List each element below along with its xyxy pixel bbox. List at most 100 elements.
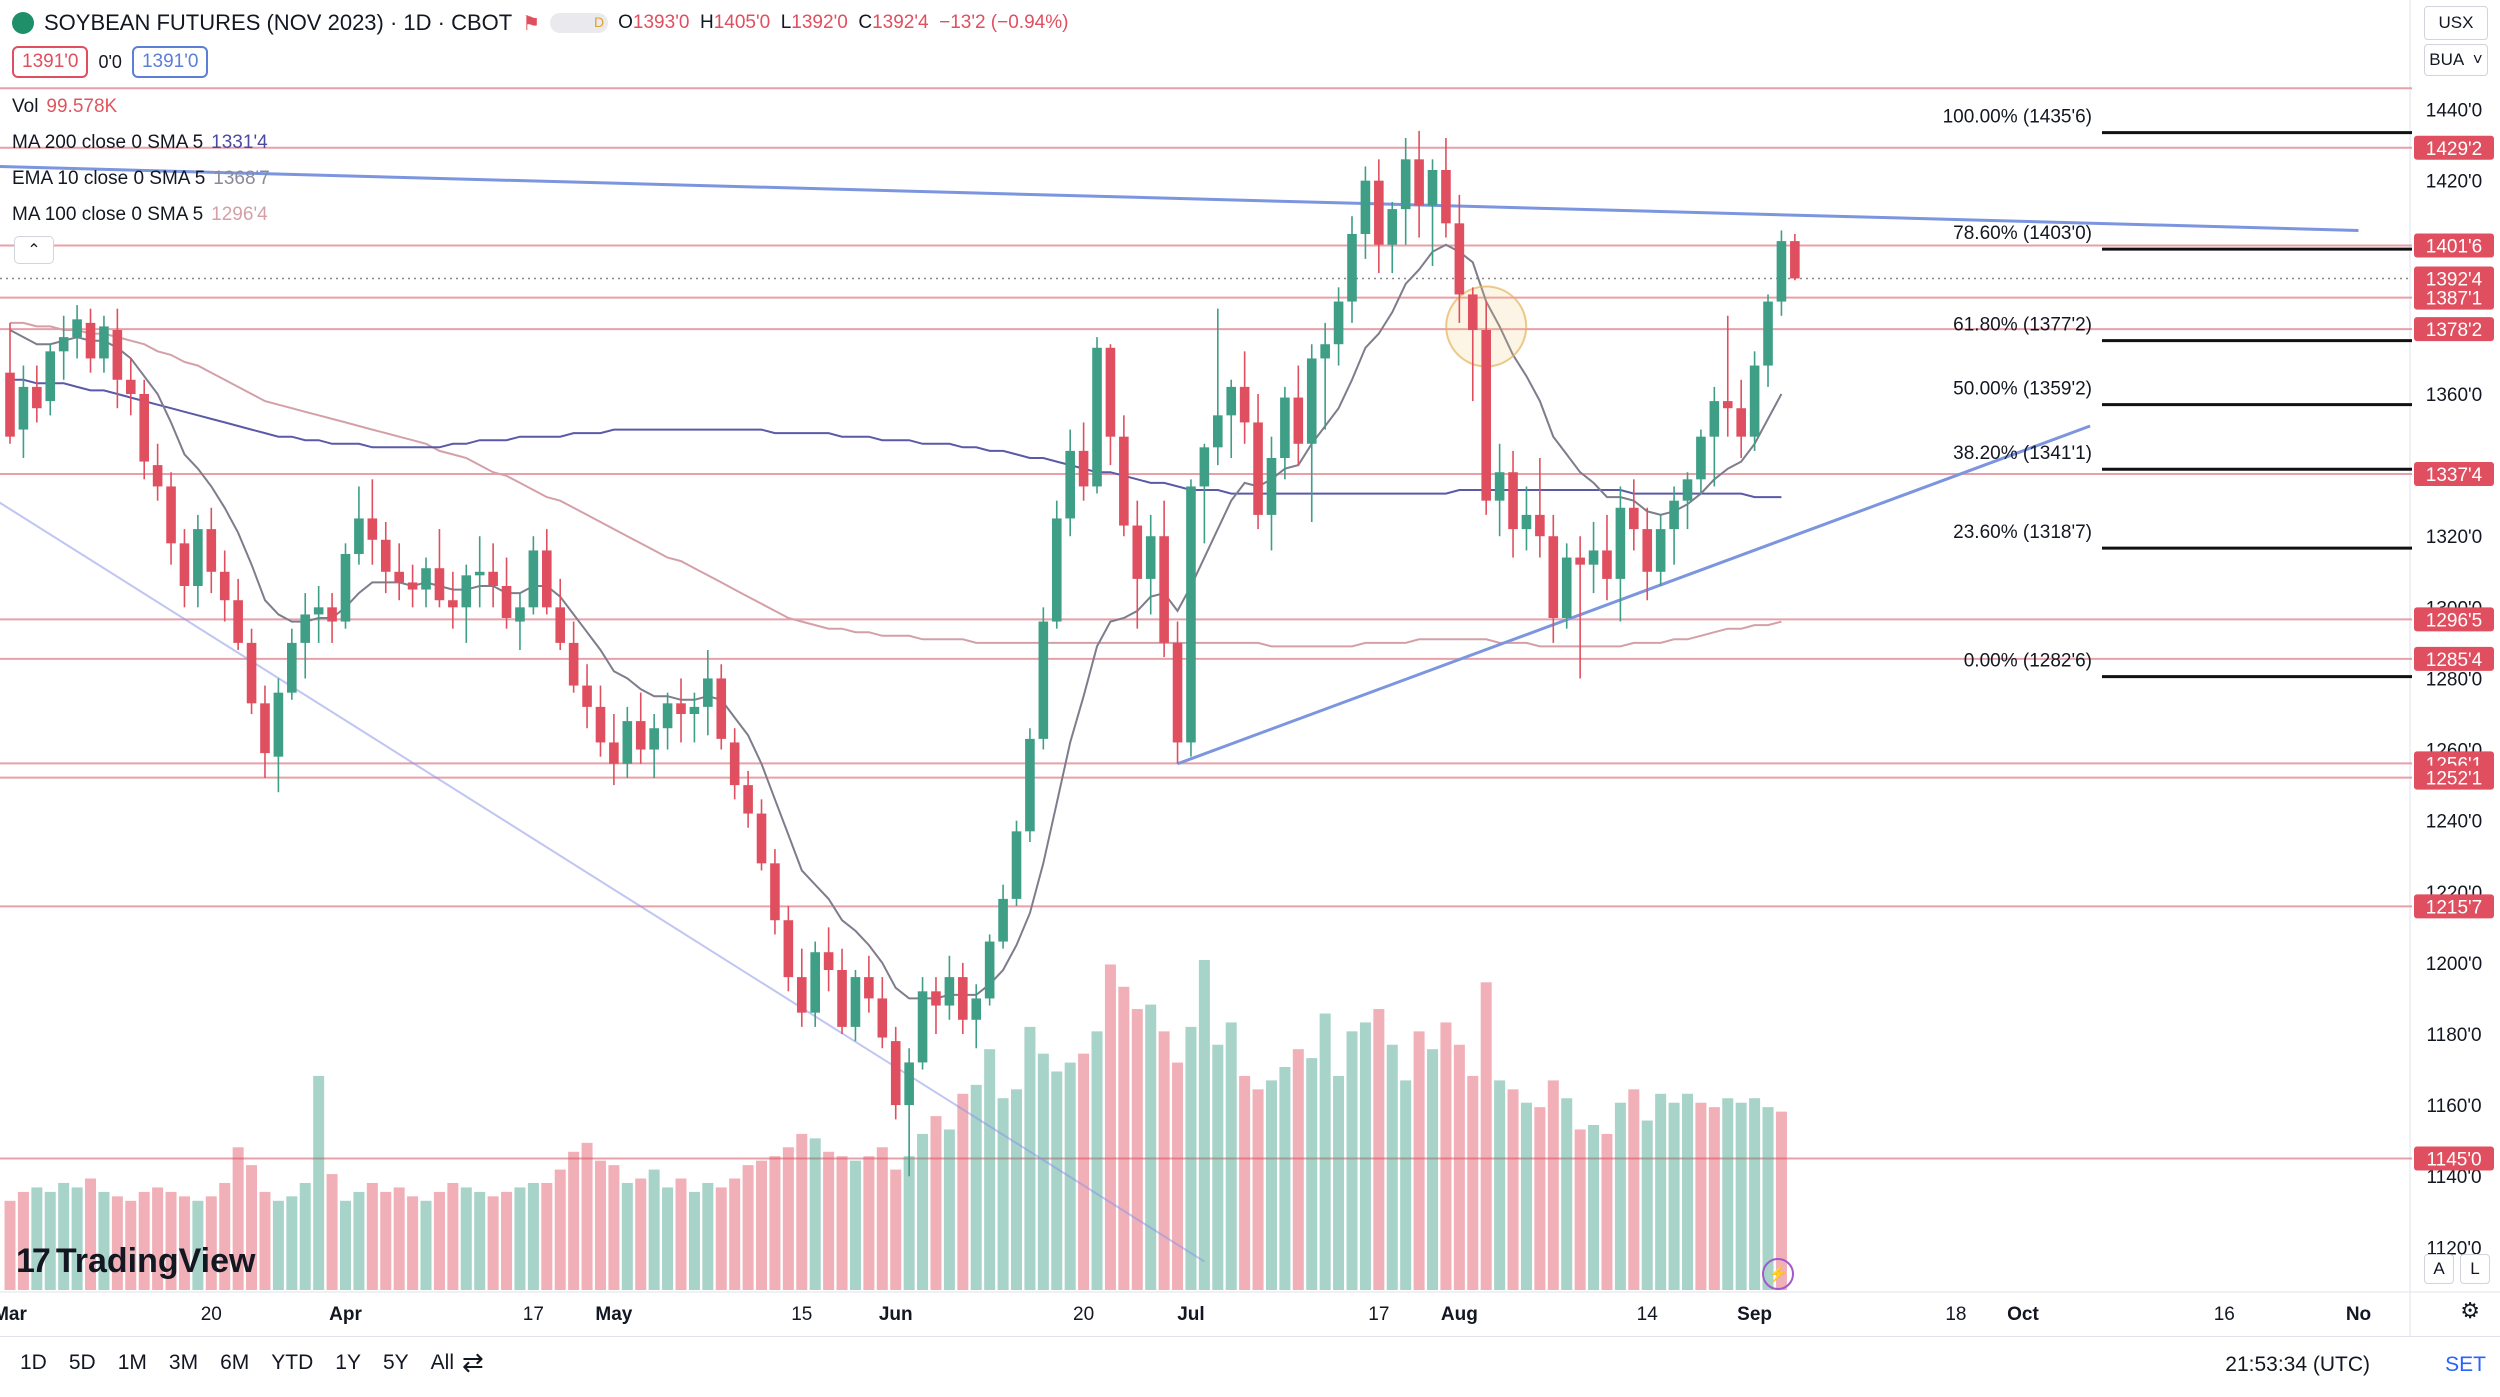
candle-body <box>58 337 69 352</box>
volume-bar <box>997 1098 1009 1290</box>
symbol-title[interactable]: SOYBEAN FUTURES (NOV 2023) · 1D · CBOT <box>44 10 513 35</box>
market-status-toggle[interactable]: D <box>550 13 609 33</box>
timeframe-button[interactable]: 1Y <box>335 1351 361 1374</box>
volume-bar <box>742 1165 754 1290</box>
timeframe-button[interactable]: YTD <box>271 1351 314 1374</box>
candle-body <box>394 571 404 583</box>
candle-body <box>515 607 525 622</box>
candle-body <box>1669 500 1679 530</box>
candle-body <box>528 550 539 608</box>
candle-body <box>488 571 498 586</box>
candle-body <box>18 386 29 430</box>
date-range-icon[interactable]: ⇄ <box>462 1347 484 1377</box>
price-label: 1215'7 <box>2426 897 2482 918</box>
candle-body <box>810 952 820 1013</box>
unit-select[interactable]: BUA ˅ <box>2424 44 2488 76</box>
timeframe-button[interactable]: 3M <box>168 1351 199 1374</box>
candle-body <box>1293 397 1304 444</box>
open-value: 1393'0 <box>632 12 690 33</box>
candle-body <box>931 991 941 1006</box>
x-tick-label: Jun <box>879 1304 913 1325</box>
candle-body <box>1199 447 1210 487</box>
volume-bar <box>514 1187 526 1290</box>
session-button[interactable]: SET <box>2445 1353 2486 1376</box>
y-tick-label: 1180'0 <box>2426 1025 2481 1046</box>
timeframe-button[interactable]: 6M <box>220 1351 250 1374</box>
close-value: 1392'4 <box>872 12 929 33</box>
indicator-legend-item[interactable]: EMA 10 close 0 SMA 5 1368'7 <box>12 168 270 190</box>
indicator-legend-item[interactable]: MA 200 close 0 SMA 5 1331'4 <box>12 132 268 154</box>
price-label-box <box>2414 233 2494 258</box>
volume-bar <box>876 1147 888 1290</box>
volume-bar <box>1467 1075 1479 1290</box>
candle-body <box>1790 241 1800 279</box>
candle-body <box>823 952 834 970</box>
candle-body <box>595 706 606 743</box>
volume-bar <box>1668 1102 1680 1290</box>
candle-body <box>1481 330 1491 501</box>
buy-button[interactable]: 1391'0 <box>131 46 209 78</box>
volume-bar <box>1695 1102 1707 1290</box>
volume-bar <box>4 1200 16 1290</box>
volume-bar <box>1306 1058 1318 1290</box>
collapse-legend-button[interactable]: ⌃ <box>14 236 54 264</box>
y-tick-label: 1140'0 <box>2426 1167 2481 1188</box>
gear-icon[interactable]: ⚙ <box>2460 1298 2480 1323</box>
candle-body <box>1655 529 1666 572</box>
candle-body <box>582 685 592 707</box>
clock[interactable]: 21:53:34 (UTC) <box>2225 1353 2370 1376</box>
auto-scale-button[interactable]: A <box>2424 1254 2454 1284</box>
volume-bar <box>205 1196 217 1290</box>
volume-bar <box>178 1196 190 1290</box>
candle-body <box>1347 234 1357 302</box>
x-tick-label: 20 <box>1073 1304 1094 1325</box>
x-tick-label: 16 <box>2214 1304 2235 1325</box>
sell-button[interactable]: 1391'0 <box>12 46 89 78</box>
lightning-icon[interactable]: ⚡ <box>1762 1258 1794 1290</box>
volume-bar <box>1104 964 1116 1290</box>
volume-bar <box>662 1187 674 1290</box>
price-label: 1378'2 <box>2426 320 2482 341</box>
price-label-box <box>2414 646 2494 671</box>
candle-body <box>99 326 109 359</box>
indicator-legend-item[interactable]: MA 100 close 0 SMA 5 1296'4 <box>12 204 268 226</box>
volume-bar <box>286 1196 298 1290</box>
flag-icon[interactable]: ⚑ <box>522 12 541 35</box>
x-tick-label: No <box>2346 1304 2371 1325</box>
candle-body <box>1400 159 1411 210</box>
volume-bar <box>1413 1031 1425 1290</box>
volume-bar <box>313 1075 325 1290</box>
volume-bar <box>1145 1004 1157 1290</box>
candle-body <box>1427 170 1438 206</box>
candle-body <box>568 642 579 686</box>
timeframe-button[interactable]: 1D <box>20 1351 47 1374</box>
candle-body <box>1051 518 1062 622</box>
candle-body <box>542 550 552 608</box>
volume-bar <box>98 1191 110 1290</box>
price-label: 1285'4 <box>2426 650 2483 671</box>
candle-body <box>1749 365 1760 437</box>
currency-select[interactable]: USX <box>2424 6 2488 40</box>
tradingview-logo[interactable]: 17 TradingView <box>16 1242 255 1281</box>
volume-bar <box>272 1200 284 1290</box>
price-label-box <box>2414 462 2494 486</box>
candle-body <box>689 706 700 714</box>
candle-body <box>5 372 15 437</box>
volume-bar <box>1333 1075 1345 1290</box>
timeframe-button[interactable]: All <box>430 1351 454 1374</box>
timeframe-button[interactable]: 5Y <box>382 1351 409 1374</box>
candle-body <box>1696 436 1706 480</box>
volume-bar <box>1359 1022 1371 1290</box>
log-scale-button[interactable]: L <box>2460 1254 2490 1284</box>
timeframe-button[interactable]: 1M <box>117 1351 147 1374</box>
indicator-legend-item[interactable]: Vol 99.578K <box>12 96 117 118</box>
price-label-box <box>2414 285 2494 310</box>
volume-bar <box>1682 1093 1693 1290</box>
candle-body <box>984 941 995 999</box>
price-label-box <box>2414 607 2494 632</box>
timeframe-button[interactable]: 5D <box>68 1351 96 1374</box>
volume-bar <box>903 1156 915 1290</box>
volume-bar <box>501 1191 513 1290</box>
volume-bar <box>138 1191 150 1290</box>
